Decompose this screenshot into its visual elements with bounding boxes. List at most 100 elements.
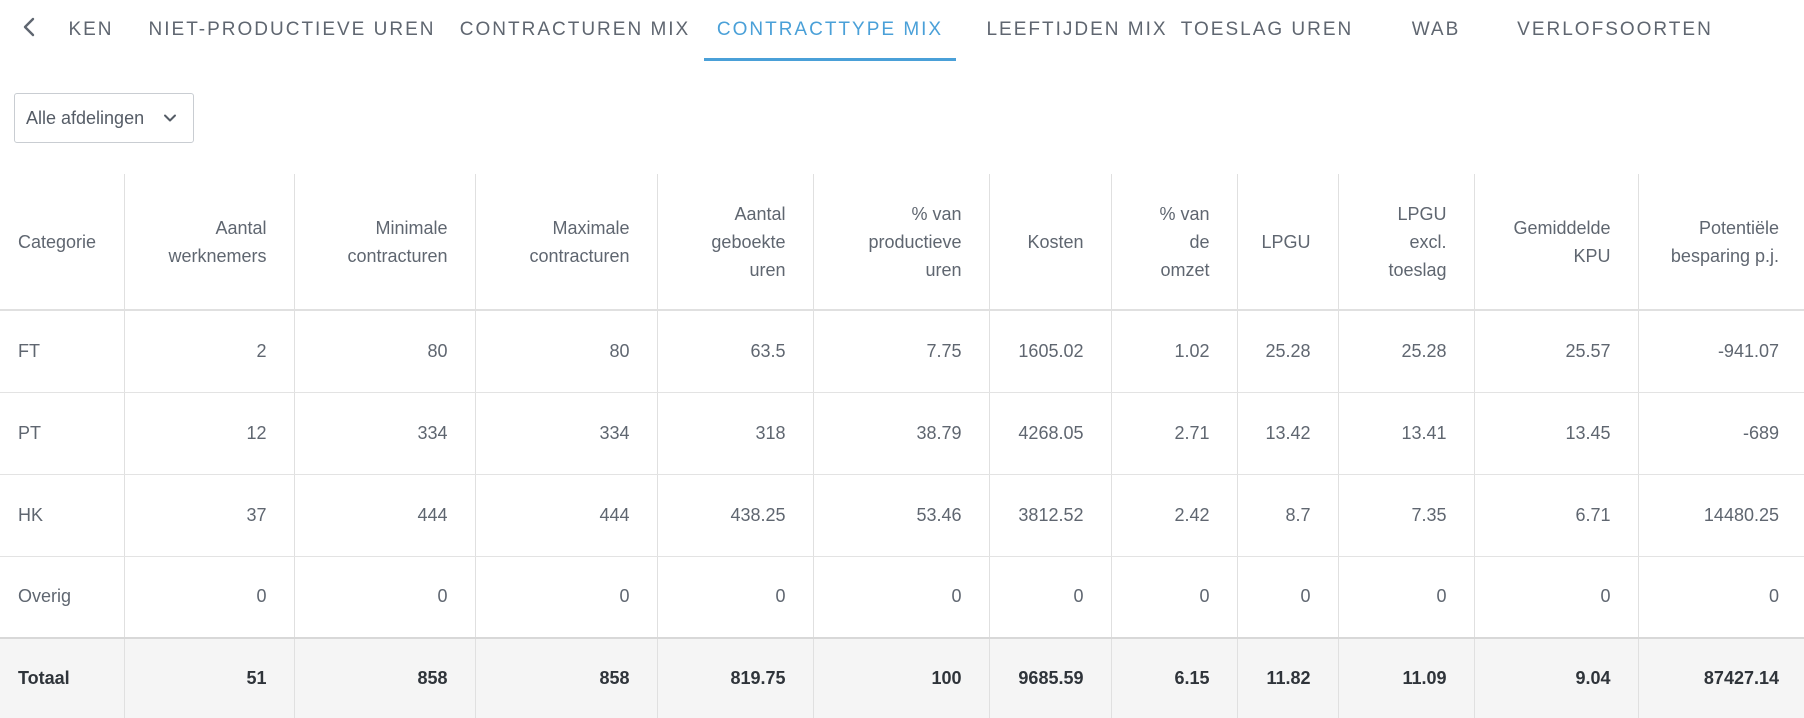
cell-aantal-werknemers: 0 <box>124 556 295 639</box>
column-header-categorie: Categorie <box>0 174 125 311</box>
cell-lpgu: 8.7 <box>1237 474 1339 557</box>
column-header-line: besparing p.j. <box>1670 245 1779 266</box>
column-header-line: Maximale <box>552 217 630 238</box>
column-header-potentiele-besparing: Potentiële besparing p.j. <box>1638 174 1804 311</box>
cell-aantal-geboekte-uren: 438.25 <box>657 474 814 557</box>
column-header-line: contracturen <box>347 245 448 266</box>
cell-pct-omzet: 2.42 <box>1111 474 1238 557</box>
cell-aantal-geboekte-uren: 63.5 <box>657 310 814 393</box>
column-header-lpgu: LPGU <box>1237 174 1339 311</box>
column-header-line: contracturen <box>529 245 630 266</box>
total-kosten: 9685.59 <box>989 637 1112 718</box>
row-category: FT <box>0 310 125 393</box>
cell-kosten: 4268.05 <box>989 392 1112 475</box>
total-lpgu-excl-toeslag: 11.09 <box>1338 637 1475 718</box>
scroll-tabs-left-button[interactable] <box>16 12 42 42</box>
column-header-minimale-contracturen: Minimale contracturen <box>294 174 476 311</box>
cell-pct-productieve-uren: 38.79 <box>813 392 990 475</box>
cell-minimale-contracturen: 444 <box>294 474 476 557</box>
chevron-left-icon <box>23 17 35 37</box>
cell-maximale-contracturen: 80 <box>475 310 658 393</box>
cell-lpgu-excl-toeslag: 0 <box>1338 556 1475 639</box>
column-header-line: uren <box>749 259 786 280</box>
cell-aantal-werknemers: 12 <box>124 392 295 475</box>
table-header: Categorie Aantal werknemers Minimale contrac… <box>0 174 1804 311</box>
chevron-down-icon <box>164 114 176 122</box>
column-header-line: Kosten <box>1027 231 1084 252</box>
tab-contracturen-mix[interactable]: CONTRACTUREN MIX <box>459 19 691 40</box>
cell-lpgu-excl-toeslag: 13.41 <box>1338 392 1475 475</box>
column-header-line: % van <box>911 203 962 224</box>
column-header-line: Categorie <box>18 231 97 252</box>
total-aantal-werknemers: 51 <box>124 637 295 718</box>
column-header-line: productieve <box>868 231 962 252</box>
column-header-line: geboekte <box>711 231 786 252</box>
tab-niet-productieve-uren[interactable]: NIET-PRODUCTIEVE UREN <box>148 19 436 40</box>
row-category: HK <box>0 474 125 557</box>
total-lpgu: 11.82 <box>1237 637 1339 718</box>
cell-minimale-contracturen: 80 <box>294 310 476 393</box>
column-header-lpgu-excl-toeslag: LPGU excl. toeslag <box>1338 174 1475 311</box>
tab-wab[interactable]: WAB <box>1411 19 1461 40</box>
column-header-line: Minimale <box>375 217 448 238</box>
cell-lpgu: 25.28 <box>1237 310 1339 393</box>
table-header-row: Categorie Aantal werknemers Minimale contrac… <box>0 174 1804 311</box>
table-row: Overig 0 0 0 0 0 0 0 0 0 0 0 <box>0 556 1804 639</box>
cell-minimale-contracturen: 334 <box>294 392 476 475</box>
column-header-gemiddelde-kpu: Gemiddelde KPU <box>1474 174 1639 311</box>
column-header-kosten: Kosten <box>989 174 1112 311</box>
column-header-line: Aantal <box>215 217 267 238</box>
column-header-line: Potentiële <box>1698 217 1779 238</box>
table-total-row: Totaal 51 858 858 819.75 100 9685.59 6.15 11.82 1… <box>0 637 1804 718</box>
department-select[interactable]: Alle afdelingen <box>14 93 194 143</box>
column-header-maximale-contracturen: Maximale contracturen <box>475 174 658 311</box>
column-header-line: Gemiddelde <box>1513 217 1611 238</box>
tab-ken[interactable]: KEN <box>68 19 114 40</box>
cell-aantal-werknemers: 2 <box>124 310 295 393</box>
cell-lpgu-excl-toeslag: 7.35 <box>1338 474 1475 557</box>
column-header-pct-productieve-uren: % van productieve uren <box>813 174 990 311</box>
row-category: PT <box>0 392 125 475</box>
tab-verlofsoorten[interactable]: VERLOFSOORTEN <box>1517 19 1713 40</box>
column-header-line: Aantal <box>734 203 786 224</box>
table-row: FT 2 80 80 63.5 7.75 1605.02 1.02 25.28 25.28 25.5… <box>0 310 1804 393</box>
cell-aantal-geboekte-uren: 318 <box>657 392 814 475</box>
cell-potentiele-besparing: 14480.25 <box>1638 474 1804 557</box>
cell-pct-omzet: 1.02 <box>1111 310 1238 393</box>
cell-maximale-contracturen: 444 <box>475 474 658 557</box>
cell-kosten: 0 <box>989 556 1112 639</box>
cell-gemiddelde-kpu: 25.57 <box>1474 310 1639 393</box>
column-header-pct-omzet: % van de omzet <box>1111 174 1238 311</box>
column-header-line: omzet <box>1160 259 1210 280</box>
tab-contracttype-mix[interactable]: CONTRACTTYPE MIX <box>716 19 944 40</box>
total-pct-omzet: 6.15 <box>1111 637 1238 718</box>
table-row: HK 37 444 444 438.25 53.46 3812.52 2.42 8.7 7.35 6… <box>0 474 1804 557</box>
cell-lpgu-excl-toeslag: 25.28 <box>1338 310 1475 393</box>
total-pct-productieve-uren: 100 <box>813 637 990 718</box>
cell-maximale-contracturen: 334 <box>475 392 658 475</box>
cell-lpgu: 13.42 <box>1237 392 1339 475</box>
tab-bar: KEN NIET-PRODUCTIEVE UREN CONTRACTUREN M… <box>0 0 1804 62</box>
tab-leeftijden-mix[interactable]: LEEFTIJDEN MIX <box>986 19 1168 40</box>
column-header-aantal-werknemers: Aantal werknemers <box>124 174 295 311</box>
column-header-line: uren <box>925 259 962 280</box>
table-row: PT 12 334 334 318 38.79 4268.05 2.71 13.42 13.41 1… <box>0 392 1804 475</box>
cell-gemiddelde-kpu: 13.45 <box>1474 392 1639 475</box>
cell-aantal-geboekte-uren: 0 <box>657 556 814 639</box>
cell-maximale-contracturen: 0 <box>475 556 658 639</box>
cell-lpgu: 0 <box>1237 556 1339 639</box>
row-category: Overig <box>0 556 125 639</box>
cell-pct-omzet: 2.71 <box>1111 392 1238 475</box>
column-header-line: excl. <box>1409 231 1447 252</box>
department-select-value: Alle afdelingen <box>26 107 145 128</box>
column-header-line: KPU <box>1573 245 1611 266</box>
total-minimale-contracturen: 858 <box>294 637 476 718</box>
tab-toeslag-uren[interactable]: TOESLAG UREN <box>1180 19 1354 40</box>
cell-potentiele-besparing: -941.07 <box>1638 310 1804 393</box>
column-header-line: de <box>1189 231 1210 252</box>
cell-pct-productieve-uren: 0 <box>813 556 990 639</box>
column-header-aantal-geboekte-uren: Aantal geboekte uren <box>657 174 814 311</box>
cell-pct-productieve-uren: 7.75 <box>813 310 990 393</box>
total-gemiddelde-kpu: 9.04 <box>1474 637 1639 718</box>
